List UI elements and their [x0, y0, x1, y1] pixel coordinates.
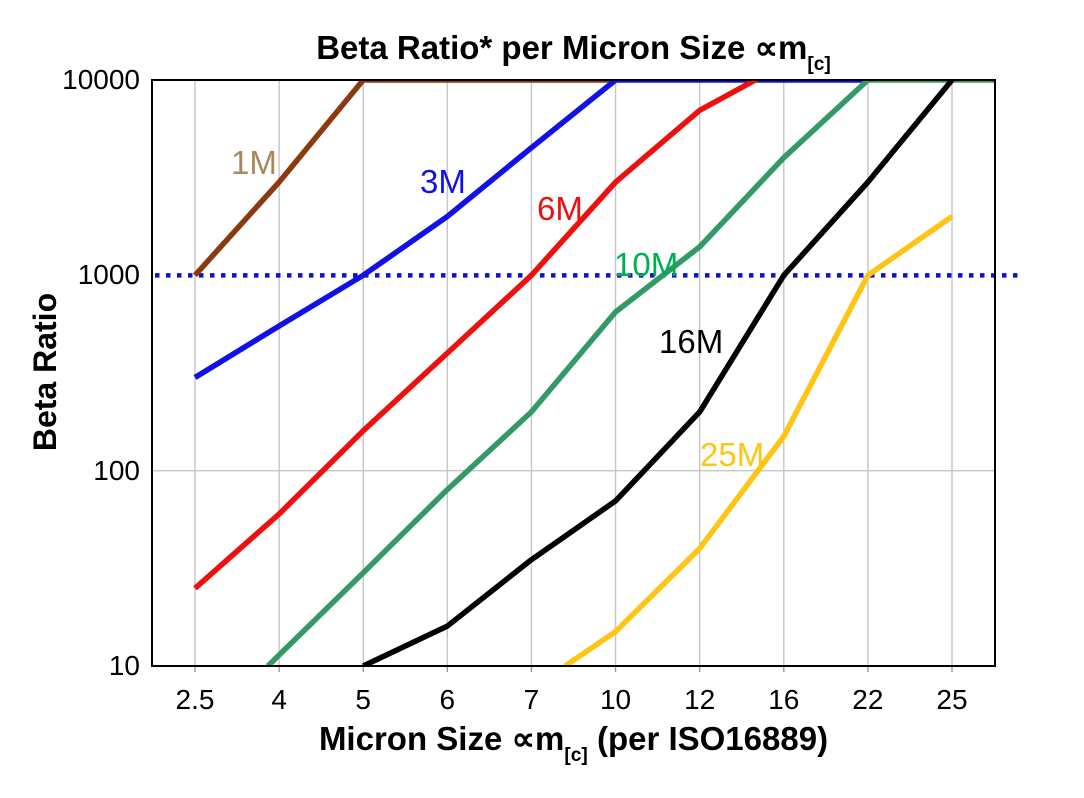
- series-label-1m: 1M: [231, 144, 277, 181]
- series-label-16m: 16M: [659, 323, 724, 360]
- chart-title-main: Beta Ratio* per Micron Size: [316, 29, 755, 66]
- curve-16m: [362, 80, 955, 666]
- x-axis-title-subscript: [c]: [564, 745, 588, 767]
- curve-25m: [563, 214, 954, 666]
- x-axis-title-symbol: ∝m: [511, 720, 565, 757]
- curve-1m: [192, 80, 616, 278]
- curve-6m: [193, 80, 762, 591]
- chart-title-symbol: ∝m: [754, 29, 808, 66]
- series-label-10m: 10M: [614, 246, 679, 283]
- y-tick-label-100: 100: [93, 454, 140, 486]
- plot-border: [151, 79, 996, 667]
- series-label-6m: 6M: [537, 190, 583, 227]
- x-tick-label-4: 4: [271, 684, 287, 715]
- curve-3m: [193, 80, 868, 380]
- x-tick-label-22: 22: [852, 684, 884, 715]
- chart-title: Beta Ratio* per Micron Size ∝m[c]: [152, 28, 995, 76]
- x-tick-label-6: 6: [439, 684, 456, 715]
- x-tick-label-2.5: 2.5: [175, 684, 215, 715]
- x-tick-label-12: 12: [684, 684, 716, 715]
- x-axis-title-prefix: Micron Size: [318, 720, 512, 757]
- x-axis-title-suffix: (per ISO16889): [587, 720, 829, 757]
- curves-group: [192, 80, 995, 666]
- x-tick-label-10: 10: [599, 684, 632, 715]
- chart-title-subscript: [c]: [807, 54, 831, 76]
- x-tick-label-16: 16: [768, 684, 800, 715]
- x-tick-label-25: 25: [936, 684, 968, 715]
- y-tick-label-1000: 1000: [77, 259, 140, 291]
- y-tick-label-10000: 10000: [62, 64, 140, 95]
- x-axis-title: Micron Size ∝m[c] (per ISO16889): [152, 719, 995, 767]
- series-label-3m: 3M: [420, 163, 466, 200]
- y-tick-label-10: 10: [108, 650, 140, 681]
- x-tick-label-7: 7: [523, 684, 540, 715]
- series-label-25m: 25M: [700, 436, 765, 473]
- curve-10m: [265, 80, 995, 666]
- x-tick-label-5: 5: [355, 684, 371, 715]
